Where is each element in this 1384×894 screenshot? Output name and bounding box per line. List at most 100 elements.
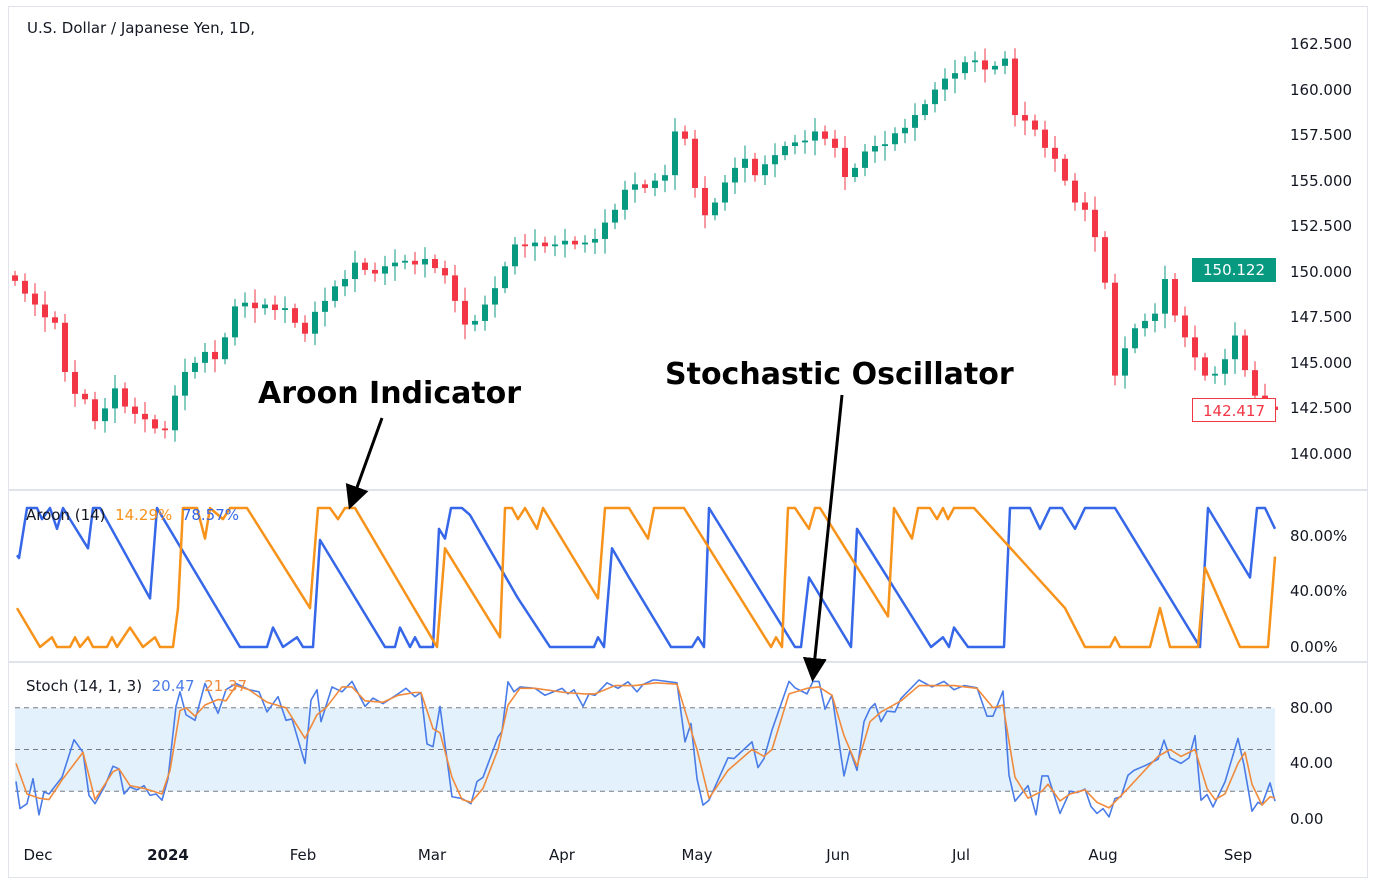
candle-body [422,258,428,265]
time-tick-label: Jun [826,846,850,864]
price-tag-current: 150.122 [1192,257,1276,282]
stoch-legend[interactable]: Stoch (14, 1, 3) 20.47 21.37 [26,677,247,695]
candle-body [1062,158,1068,181]
candle-body [782,146,788,156]
candle-body [1202,357,1208,376]
candle-body [552,244,558,247]
price-tick-label: 155.000 [1290,171,1353,190]
candle-body [232,306,238,338]
candle-body [732,167,738,183]
candle-body [1102,237,1108,283]
price-tick-label: 147.500 [1290,308,1353,327]
symbol-title: U.S. Dollar / Japanese Yen, 1D, [27,19,255,37]
price-tick-label: 150.000 [1290,262,1353,281]
candle-body [82,393,88,400]
candle-body [172,395,178,431]
candle-body [22,280,28,294]
aroon-tick-label: 40.00% [1290,582,1348,601]
candle-body [772,155,778,165]
candle-body [652,180,658,188]
candle-body [52,317,58,323]
candle-body [132,406,138,414]
price-tick-label: 152.500 [1290,217,1353,236]
candle-body [842,147,848,178]
candle-body [1112,282,1118,376]
stoch-d-value: 21.37 [204,677,248,695]
candle-body [1232,335,1238,360]
aroon-tick-label: 80.00% [1290,526,1348,545]
candle-body [1192,337,1198,358]
candle-body [1152,313,1158,321]
candle-body [742,158,748,168]
candle-body [302,322,308,334]
candle-body [112,388,118,409]
candle-body [832,138,838,148]
time-tick-label: Apr [549,846,575,864]
candle-body [382,266,388,274]
candle-body [342,279,348,287]
aroon-legend[interactable]: Aroon (14) 14.29% 78.57% [26,506,239,524]
candle-body [442,268,448,276]
candle-body [522,244,528,247]
aroon-legend-title: Aroon (14) [26,506,106,524]
stoch-tick-label: 80.00 [1290,698,1333,717]
candle-body [762,164,768,176]
candle-body [32,293,38,305]
candle-body [612,209,618,223]
candle-body [892,133,898,145]
candle-body [962,62,968,74]
price-tick-label: 162.500 [1290,35,1353,53]
candle-body [802,140,808,143]
time-tick-label: Aug [1088,846,1118,864]
candle-body [192,362,198,372]
candle-body [1222,359,1228,374]
time-tick-label: Feb [289,846,317,864]
candle-body [822,131,828,139]
candle-body [662,175,668,181]
candle-body [352,262,358,280]
candle-body [882,144,888,147]
candle-body [1092,209,1098,238]
candle-body [1032,120,1038,130]
candle-body [1132,328,1138,349]
candle-body [792,142,798,147]
candle-body [672,131,678,176]
aroon-down-value: 78.57% [181,506,240,524]
stoch-d-line [15,681,1276,809]
candle-body [542,242,548,247]
candle-body [282,308,288,311]
candle-body [1242,335,1248,371]
arrow-aroon-icon [345,417,384,510]
candle-body [152,419,158,429]
stoch-tick-label: 40.00 [1290,754,1333,773]
candle-body [392,262,398,267]
stoch-legend-title: Stoch (14, 1, 3) [26,677,143,695]
candle-body [752,158,758,176]
candle-body [272,304,278,311]
candle-body [852,167,858,178]
candle-body [722,182,728,203]
candle-body [582,242,588,245]
candle-body [1012,58,1018,116]
candle-body [452,275,458,301]
candle-body [372,269,378,274]
stoch-k-value: 20.47 [151,677,195,695]
candle-body [182,371,188,396]
candle-body [412,260,418,265]
candle-body [202,351,208,363]
price-tag-last: 142.417 [1192,397,1276,422]
candle-body [72,371,78,394]
candle-body [1182,315,1188,338]
candle-body [942,78,948,90]
candle-body [62,322,68,372]
candle-body [932,89,938,105]
candle-body [482,304,488,321]
stoch-tick-label: 0.00 [1290,810,1324,828]
candle-body [512,244,518,267]
candle-body [42,304,48,318]
candle-body [912,115,918,128]
candle-body [12,275,18,281]
candle-body [1252,370,1258,396]
candle-body [632,184,638,190]
